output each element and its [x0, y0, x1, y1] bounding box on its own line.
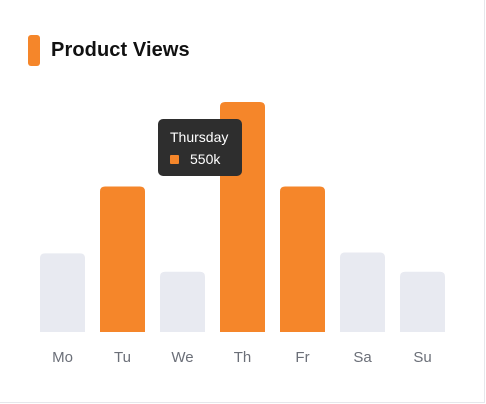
x-tick-label-we: We	[171, 349, 193, 366]
card-header: Product Views	[28, 34, 190, 66]
chart-title: Product Views	[51, 38, 190, 61]
x-tick-label-th: Th	[234, 349, 252, 366]
x-tick-label-fr: Fr	[295, 349, 309, 366]
bar-sa[interactable]	[340, 252, 385, 332]
bar-tu[interactable]	[100, 186, 145, 332]
bar-mo[interactable]	[40, 253, 85, 332]
tooltip-swatch	[170, 154, 179, 164]
x-tick-label-su: Su	[413, 349, 431, 366]
tooltip-row: 550k	[170, 151, 220, 167]
bar-fr[interactable]	[280, 186, 325, 332]
chart-tooltip: Thursday 550k	[158, 119, 242, 176]
bar-su[interactable]	[400, 271, 445, 332]
title-accent-bar	[28, 34, 40, 66]
tooltip-label: Thursday	[170, 129, 229, 145]
x-tick-label-sa: Sa	[353, 349, 372, 366]
tooltip-value: 550k	[190, 151, 221, 167]
x-tick-label-tu: Tu	[114, 349, 131, 366]
x-tick-label-mo: Mo	[52, 349, 73, 366]
bar-we[interactable]	[160, 271, 205, 332]
